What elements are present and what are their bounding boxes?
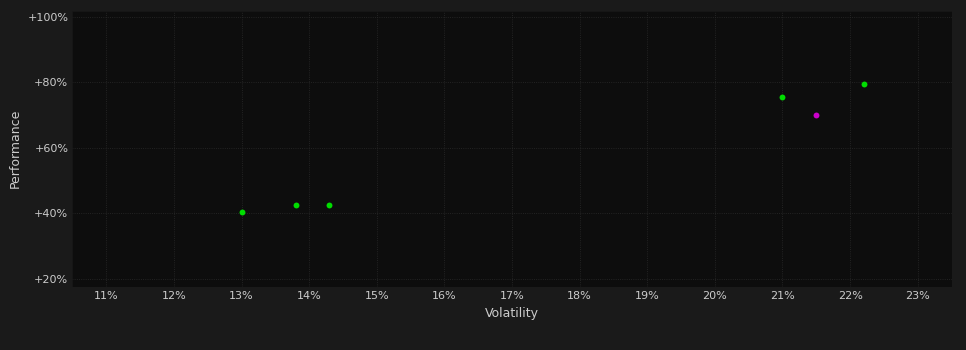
Point <box>234 209 249 215</box>
X-axis label: Volatility: Volatility <box>485 307 539 320</box>
Y-axis label: Performance: Performance <box>9 109 21 188</box>
Point <box>322 202 337 208</box>
Point <box>288 202 303 208</box>
Point <box>775 94 790 100</box>
Point <box>856 81 871 87</box>
Point <box>809 112 824 118</box>
